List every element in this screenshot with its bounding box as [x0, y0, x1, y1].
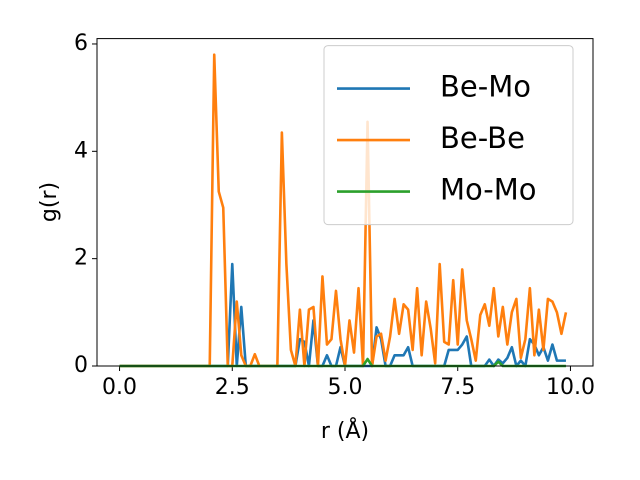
x-tick-label: 10.0 [546, 375, 595, 400]
legend-label: Be-Be [440, 121, 525, 155]
y-tick-label: 6 [74, 31, 88, 56]
plot-frame [96, 38, 594, 367]
y-tick-label: 2 [74, 246, 88, 271]
y-axis-label: g(r) [37, 182, 62, 222]
x-tick-label: 2.5 [215, 375, 250, 400]
x-tick-label: 0.0 [102, 375, 137, 400]
legend-label: Be-Mo [440, 70, 531, 104]
x-tick-label: 5.0 [328, 375, 363, 400]
legend-label: Mo-Mo [440, 173, 537, 207]
x-axis-label: r (Å) [321, 417, 369, 444]
y-tick-label: 0 [74, 353, 88, 378]
legend-box [323, 45, 574, 226]
y-tick-label: 4 [74, 138, 88, 163]
x-tick-label: 7.5 [440, 375, 475, 400]
